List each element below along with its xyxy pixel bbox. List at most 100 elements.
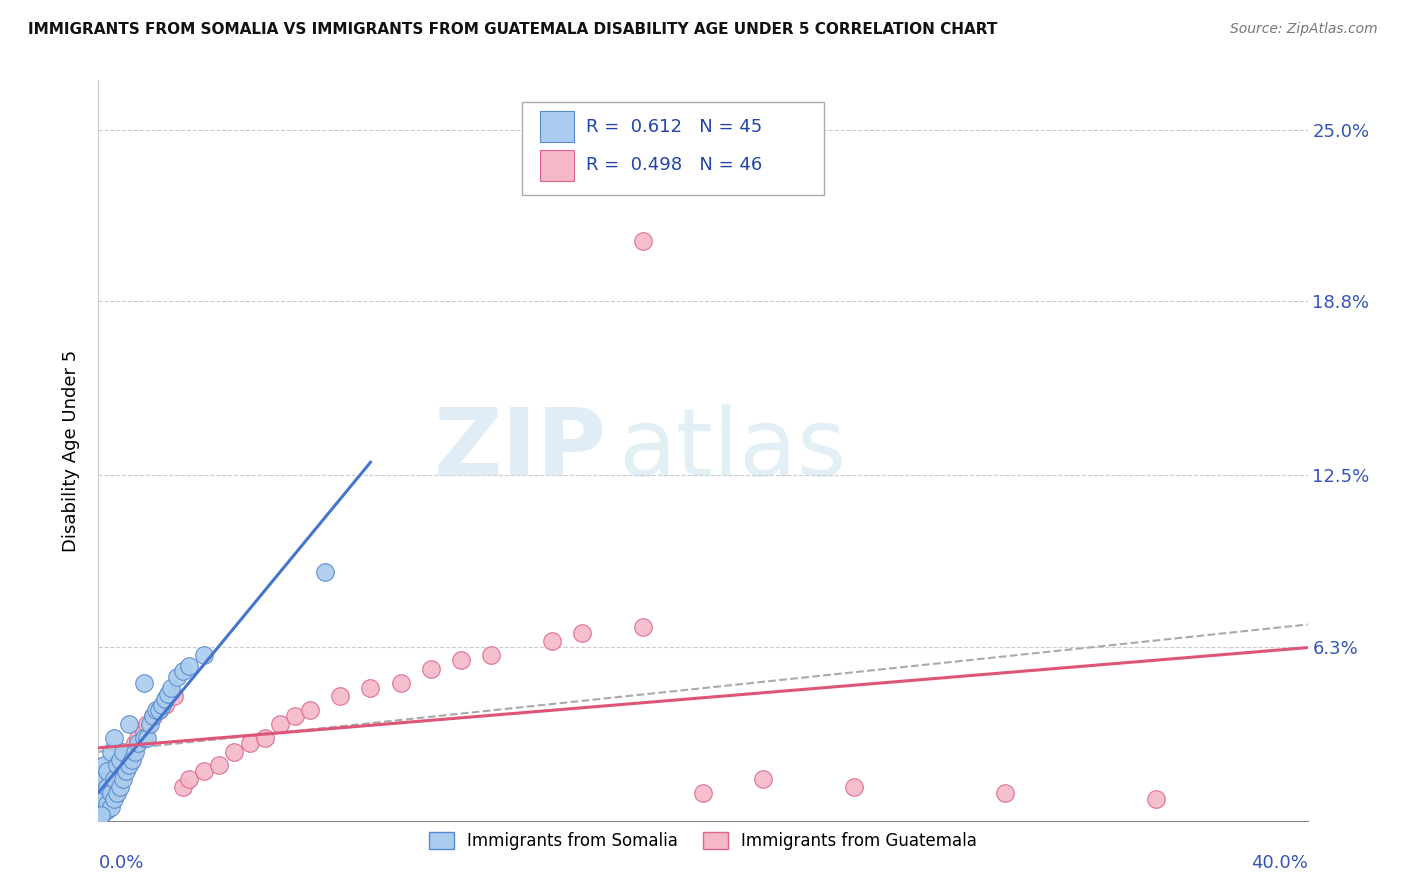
Point xyxy=(108,780,131,795)
Point xyxy=(450,653,472,667)
Point xyxy=(108,753,131,767)
Point xyxy=(90,800,112,814)
Point xyxy=(571,625,593,640)
Point xyxy=(179,659,201,673)
Point xyxy=(90,808,112,822)
Point xyxy=(132,725,155,739)
Point xyxy=(172,665,194,679)
Point xyxy=(127,731,149,745)
Point xyxy=(96,797,118,811)
Point xyxy=(540,634,562,648)
Point xyxy=(100,745,122,759)
Y-axis label: Disability Age Under 5: Disability Age Under 5 xyxy=(62,350,80,551)
Point xyxy=(148,703,170,717)
Point xyxy=(93,791,115,805)
Point xyxy=(994,786,1017,800)
Point xyxy=(100,786,122,800)
Point xyxy=(96,772,118,787)
Point xyxy=(631,234,654,248)
Point xyxy=(93,805,115,820)
Point xyxy=(135,717,157,731)
Text: Source: ZipAtlas.com: Source: ZipAtlas.com xyxy=(1230,22,1378,37)
Point xyxy=(156,687,179,701)
Point xyxy=(153,698,176,712)
Text: R =  0.612   N = 45: R = 0.612 N = 45 xyxy=(586,118,762,136)
Point xyxy=(121,745,143,759)
Point xyxy=(96,797,118,811)
Point xyxy=(299,703,322,717)
Point xyxy=(360,681,382,695)
Point xyxy=(103,758,125,772)
Point xyxy=(105,786,128,800)
Point xyxy=(420,662,443,676)
Text: IMMIGRANTS FROM SOMALIA VS IMMIGRANTS FROM GUATEMALA DISABILITY AGE UNDER 5 CORR: IMMIGRANTS FROM SOMALIA VS IMMIGRANTS FR… xyxy=(28,22,997,37)
Point xyxy=(124,736,146,750)
Point xyxy=(142,708,165,723)
Point xyxy=(481,648,503,662)
Point xyxy=(108,772,131,787)
Point xyxy=(103,786,125,800)
Text: atlas: atlas xyxy=(619,404,846,497)
Point xyxy=(193,648,215,662)
Point xyxy=(329,690,352,704)
Point xyxy=(135,731,157,745)
Point xyxy=(90,786,112,800)
Point xyxy=(1144,791,1167,805)
Point xyxy=(105,780,128,795)
Point xyxy=(844,780,866,795)
Point xyxy=(179,772,201,787)
Point xyxy=(239,736,262,750)
Point xyxy=(111,764,134,778)
Point xyxy=(284,708,307,723)
Point xyxy=(93,758,115,772)
Point xyxy=(93,772,115,787)
Point xyxy=(100,791,122,805)
Point xyxy=(121,753,143,767)
Point xyxy=(132,675,155,690)
Point xyxy=(150,698,173,712)
Point xyxy=(100,800,122,814)
Bar xyxy=(540,150,574,181)
Point xyxy=(253,731,276,745)
Point xyxy=(90,808,112,822)
Point xyxy=(153,692,176,706)
Point xyxy=(224,745,246,759)
Point xyxy=(127,736,149,750)
Text: 0.0%: 0.0% xyxy=(98,854,143,871)
Point xyxy=(105,758,128,772)
Point xyxy=(752,772,775,787)
Point xyxy=(631,620,654,634)
Point xyxy=(103,731,125,745)
Point xyxy=(118,758,141,772)
Point xyxy=(160,681,183,695)
Point xyxy=(145,703,167,717)
Point xyxy=(148,703,170,717)
Legend: Immigrants from Somalia, Immigrants from Guatemala: Immigrants from Somalia, Immigrants from… xyxy=(422,825,984,856)
Point xyxy=(96,780,118,795)
Point xyxy=(166,670,188,684)
Point xyxy=(389,675,412,690)
FancyBboxPatch shape xyxy=(522,103,824,195)
Point xyxy=(208,758,231,772)
Point xyxy=(103,791,125,805)
Point xyxy=(111,772,134,787)
Point xyxy=(139,717,162,731)
Point xyxy=(114,758,136,772)
Point xyxy=(172,780,194,795)
Point xyxy=(93,803,115,817)
Point xyxy=(124,745,146,759)
Point xyxy=(118,753,141,767)
Point xyxy=(118,717,141,731)
Point xyxy=(692,786,714,800)
Point xyxy=(193,764,215,778)
Text: R =  0.498   N = 46: R = 0.498 N = 46 xyxy=(586,156,762,175)
Point xyxy=(269,717,291,731)
Point xyxy=(132,731,155,745)
Point xyxy=(114,764,136,778)
Point xyxy=(96,803,118,817)
Point xyxy=(103,772,125,787)
Bar xyxy=(540,112,574,143)
Point xyxy=(163,690,186,704)
Text: 40.0%: 40.0% xyxy=(1251,854,1308,871)
Point xyxy=(111,745,134,759)
